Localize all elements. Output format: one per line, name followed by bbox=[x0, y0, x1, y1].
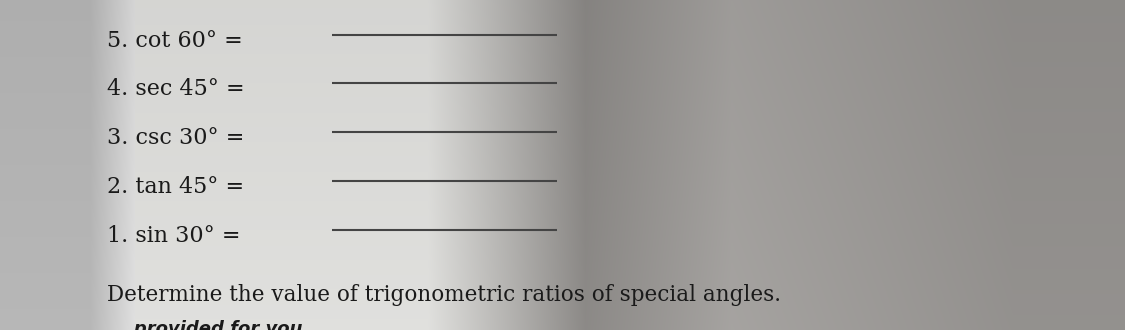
Text: 5. cot 60° =: 5. cot 60° = bbox=[107, 30, 243, 51]
Text: ... provided for you.: ... provided for you. bbox=[107, 320, 309, 330]
Text: 4. sec 45° =: 4. sec 45° = bbox=[107, 79, 244, 100]
Text: 1. sin 30° =: 1. sin 30° = bbox=[107, 225, 241, 247]
Text: 2. tan 45° =: 2. tan 45° = bbox=[107, 176, 244, 198]
Text: 3. csc 30° =: 3. csc 30° = bbox=[107, 127, 244, 149]
Text: Determine the value of trigonometric ratios of special angles.: Determine the value of trigonometric rat… bbox=[107, 284, 781, 306]
